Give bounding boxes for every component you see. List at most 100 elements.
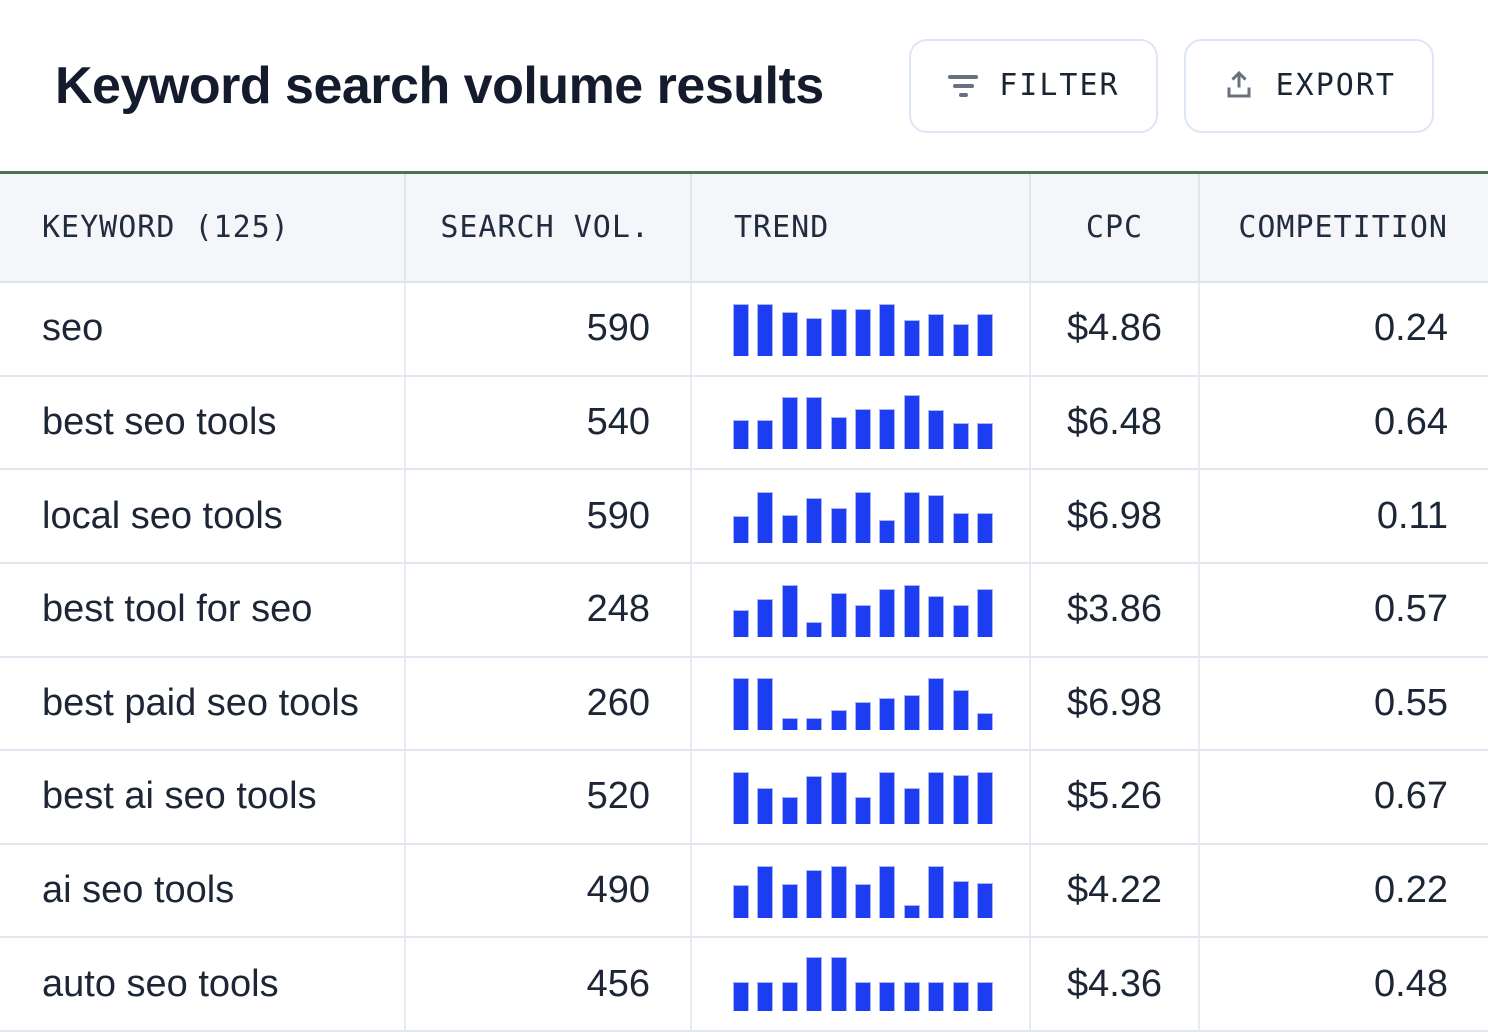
trend-sparkline (733, 770, 993, 824)
competition-cell: 0.55 (1374, 681, 1448, 724)
cpc-cell: $6.48 (1031, 376, 1200, 469)
table-row[interactable]: best ai seo tools 520 $5.26 0.67 (0, 751, 1488, 845)
filter-button-label: FILTER (999, 68, 1120, 103)
trend-bar (952, 513, 969, 544)
keyword-cell: local seo tools (0, 470, 406, 562)
trend-bar (733, 420, 749, 450)
competition-cell: 0.22 (1374, 869, 1448, 912)
trend-bar (903, 319, 920, 356)
table-row[interactable]: auto seo tools 456 $4.36 0.48 (0, 938, 1488, 1032)
trend-bar (976, 771, 993, 824)
trend-bar (830, 710, 847, 731)
table-row[interactable]: best tool for seo 248 $3.86 0.57 (0, 563, 1488, 658)
trend-cell (692, 657, 1031, 750)
trend-bar (806, 317, 823, 356)
column-header-competition: COMPETITION (1238, 210, 1448, 245)
trend-bar (879, 865, 896, 918)
trend-bar (830, 417, 847, 450)
trend-bar (830, 508, 847, 544)
export-button[interactable]: EXPORT (1183, 38, 1434, 133)
cpc-cell: $4.36 (1031, 938, 1200, 1030)
trend-bar (928, 595, 945, 637)
trend-sparkline (733, 302, 993, 356)
table-top-accent-rule (0, 171, 1488, 174)
table-row[interactable]: seo 590 $4.86 0.24 (0, 283, 1488, 377)
trend-bar (928, 771, 945, 824)
trend-bar (733, 678, 749, 731)
trend-bar (830, 308, 847, 356)
keyword-cell: best paid seo tools (0, 657, 406, 750)
search-volume-cell: 456 (406, 938, 692, 1030)
table-row[interactable]: best paid seo tools 260 $6.98 0.55 (0, 657, 1488, 752)
trend-bar (806, 498, 823, 544)
trend-bar (806, 397, 823, 450)
trend-bar (733, 516, 749, 544)
keyword-cell: seo (0, 283, 406, 375)
trend-bar (928, 313, 945, 356)
competition-cell: 0.24 (1374, 307, 1448, 350)
trend-bar (733, 771, 749, 824)
trend-bar (781, 883, 798, 918)
trend-bar (854, 702, 871, 731)
competition-cell: 0.11 (1376, 494, 1448, 537)
trend-bar (928, 982, 945, 1012)
trend-bar (903, 982, 920, 1012)
trend-bar (903, 395, 920, 450)
trend-cell (692, 938, 1031, 1030)
trend-bar (806, 621, 823, 637)
filter-icon (947, 74, 979, 97)
trend-bar (879, 303, 896, 356)
top-bar: Keyword search volume results FILTER EXP… (0, 0, 1488, 171)
trend-bar (854, 883, 871, 918)
trend-bar (733, 609, 749, 637)
trend-cell (692, 563, 1031, 656)
trend-cell (692, 376, 1031, 469)
trend-bar (976, 513, 993, 544)
competition-cell: 0.67 (1374, 775, 1448, 818)
trend-bar (976, 713, 993, 731)
page-title: Keyword search volume results (55, 56, 824, 115)
column-header-search-volume: SEARCH VOL. (406, 174, 692, 281)
trend-bar (781, 311, 798, 356)
trend-bar (830, 865, 847, 918)
trend-bar (976, 882, 993, 918)
trend-bar (952, 323, 969, 356)
column-header-cpc: CPC (1031, 174, 1200, 281)
trend-bar (879, 520, 896, 544)
trend-bar (733, 982, 749, 1012)
trend-bar (757, 598, 774, 637)
trend-bar (733, 884, 749, 918)
trend-bar (952, 423, 969, 450)
trend-bar (952, 690, 969, 731)
upload-icon (1222, 69, 1256, 103)
trend-cell (692, 844, 1031, 937)
trend-bar (757, 420, 774, 450)
trend-bar (952, 982, 969, 1012)
trend-bar (976, 313, 993, 356)
trend-bar (854, 796, 871, 824)
trend-sparkline (733, 489, 993, 544)
trend-bar (879, 982, 896, 1012)
search-volume-cell: 590 (406, 283, 692, 375)
trend-bar (879, 409, 896, 450)
keyword-cell: best ai seo tools (0, 751, 406, 843)
trend-bar (976, 423, 993, 450)
trend-bar (757, 982, 774, 1012)
filter-button[interactable]: FILTER (909, 38, 1158, 133)
trend-bar (976, 982, 993, 1012)
column-header-keyword: KEYWORD (125) (0, 174, 406, 281)
competition-cell: 0.57 (1374, 588, 1448, 631)
trend-bar (928, 865, 945, 918)
table-row[interactable]: ai seo tools 490 $4.22 0.22 (0, 844, 1488, 939)
trend-bar (806, 775, 823, 824)
column-header-trend: TREND (692, 174, 1031, 281)
trend-bar (757, 303, 774, 356)
search-volume-cell: 260 (406, 657, 692, 750)
cpc-cell: $4.22 (1031, 844, 1200, 937)
table-row[interactable]: local seo tools 590 $6.98 0.11 (0, 470, 1488, 564)
trend-bar (952, 880, 969, 918)
table-row[interactable]: best seo tools 540 $6.48 0.64 (0, 376, 1488, 471)
table-header-row: KEYWORD (125) SEARCH VOL. TREND CPC COMPETIT… (0, 174, 1488, 283)
export-button-label: EXPORT (1275, 68, 1396, 103)
trend-bar (757, 787, 774, 824)
